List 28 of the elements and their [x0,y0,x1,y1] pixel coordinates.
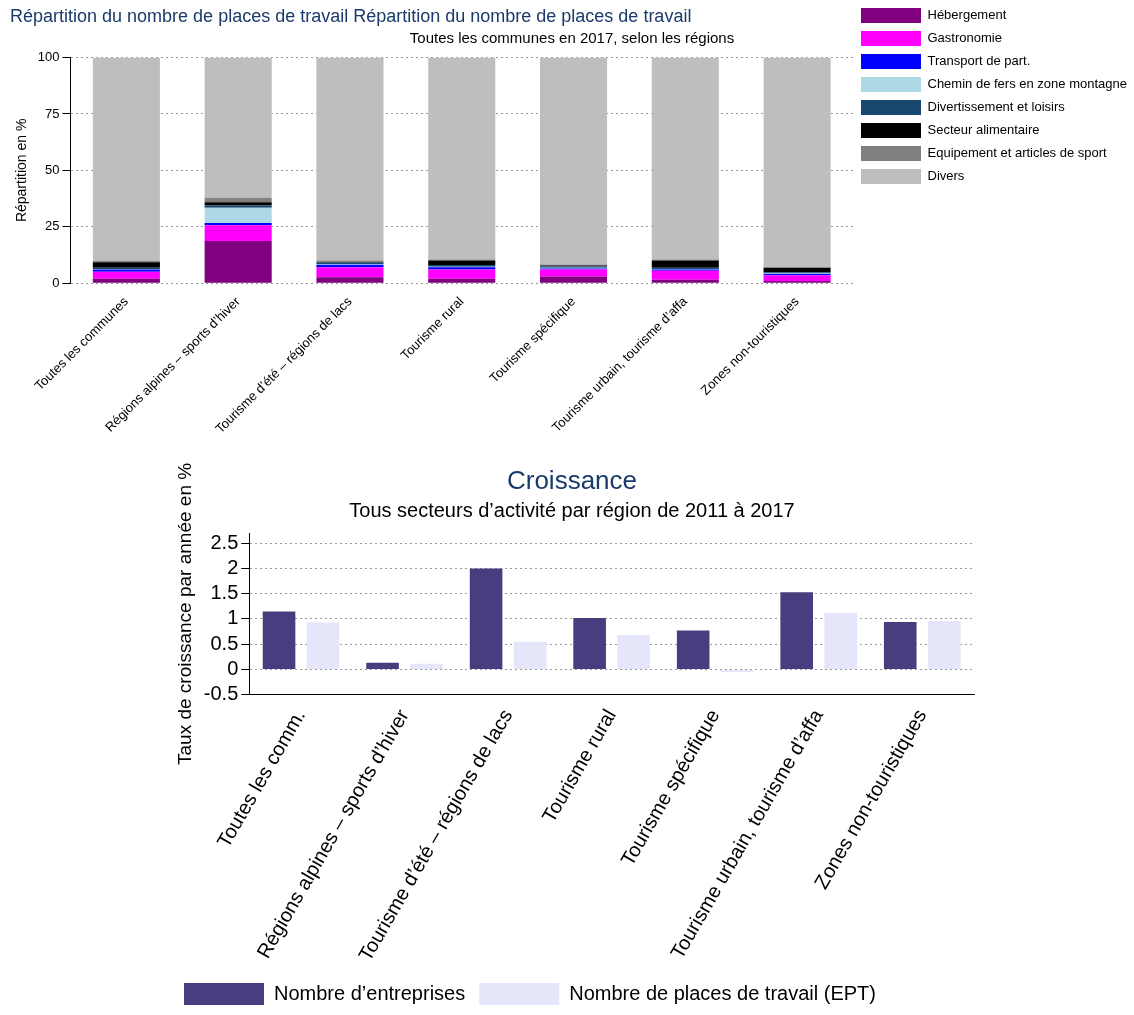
legend-label: Hébergement [927,7,1007,23]
y-axis-title: Taux de croissance par année en % [173,462,195,765]
y-tick-label: 1.5 [210,581,239,604]
y-tick-label: 1 [227,606,239,629]
chart-title: Répartition du nombre de places de travail Répartition du nombre de places de travail [10,5,692,26]
legend-label: Nombre d’entreprises [274,981,466,1004]
legend-label: Transport de part. [927,53,1031,69]
y-tick-label: 75 [45,105,60,121]
legend-label: Divertissement et loisirs [927,99,1066,115]
y-tick-label: 50 [45,161,60,177]
legend-label: Nombre de places de travail (EPT) [569,981,876,1004]
y-tick-label: 100 [37,49,60,65]
chart-title: Croissance [506,464,638,495]
y-tick-label: 2.5 [210,530,239,553]
legend-label: Chemin de fers en zone montagne [927,76,1127,92]
chart-subtitle: Tous secteurs d’activité par région de 2011 à 2017 [349,498,795,521]
y-tick-label: 0 [52,274,60,290]
y-tick-label: -0.5 [203,682,239,705]
y-tick-label: 25 [45,218,60,234]
chart-subtitle: Toutes les communes en 2017, selon les régions [409,28,735,46]
y-tick-label: 0 [227,656,239,679]
legend-label: Secteur alimentaire [927,122,1040,138]
y-tick-label: 2 [227,556,239,579]
y-axis-title: Répartition en % [13,118,30,223]
legend-label: Gastronomie [927,30,1002,46]
legend-label: Equipement et articles de sport [927,145,1108,161]
y-tick-label: 0.5 [210,631,239,654]
legend-label: Divers [927,168,965,184]
